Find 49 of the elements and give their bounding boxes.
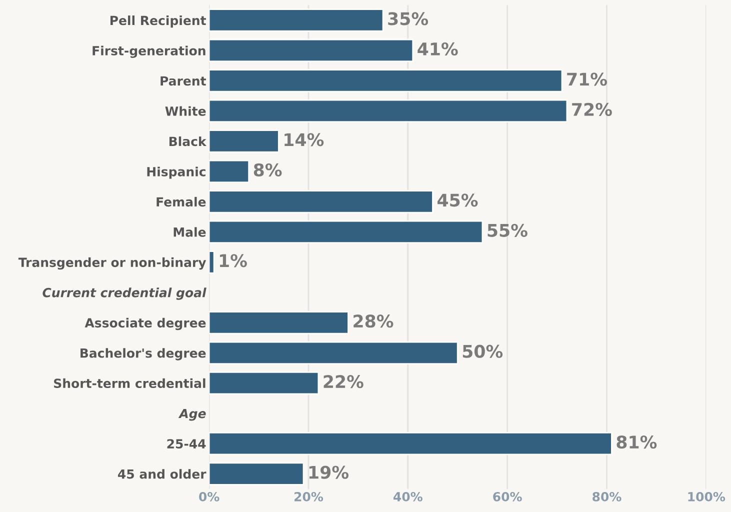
y-tick-label: Age bbox=[178, 408, 206, 421]
bar bbox=[209, 372, 320, 395]
bar bbox=[209, 69, 563, 92]
data-label: 81% bbox=[616, 436, 657, 449]
x-tick-label: 40% bbox=[394, 492, 422, 502]
data-label: 19% bbox=[309, 466, 348, 479]
y-tick-label: Current credential goal bbox=[42, 288, 206, 300]
data-label: 55% bbox=[488, 224, 528, 237]
y-tick-label: Parent bbox=[160, 76, 206, 86]
bar bbox=[209, 160, 250, 184]
y-tick-label: Pell Recipient bbox=[110, 15, 206, 28]
x-tick-label: 20% bbox=[294, 492, 324, 502]
y-tick-label: 45 and older bbox=[118, 469, 206, 479]
data-label: 22% bbox=[324, 375, 364, 388]
y-tick-label: First-generation bbox=[92, 46, 206, 58]
y-tick-label: Transgender or non-binary bbox=[18, 257, 206, 270]
bar bbox=[209, 341, 458, 364]
x-tick-label: 60% bbox=[493, 492, 522, 502]
x-tick-label: 0% bbox=[199, 492, 220, 502]
bar bbox=[209, 190, 434, 214]
y-tick-label: 25-44 bbox=[167, 439, 206, 449]
data-label: 50% bbox=[462, 344, 503, 358]
bar bbox=[209, 462, 304, 486]
y-tick-label: Female bbox=[156, 196, 206, 207]
y-tick-label: Associate degree bbox=[84, 318, 206, 330]
data-label: 41% bbox=[418, 42, 458, 56]
bar bbox=[209, 99, 568, 123]
x-tick-label: 100% bbox=[688, 492, 726, 502]
bar bbox=[209, 432, 612, 456]
bar bbox=[209, 38, 414, 62]
data-label: 72% bbox=[572, 102, 612, 116]
bar bbox=[209, 311, 349, 334]
data-label: 28% bbox=[354, 314, 394, 328]
y-tick-label: Bachelor's degree bbox=[80, 348, 206, 360]
y-tick-label: White bbox=[165, 106, 206, 116]
bar bbox=[209, 8, 384, 32]
y-tick-label: Hispanic bbox=[147, 166, 206, 179]
bar bbox=[209, 130, 280, 153]
data-label: 8% bbox=[254, 163, 282, 176]
bar bbox=[209, 220, 484, 244]
data-label: 71% bbox=[567, 72, 607, 86]
y-tick-label: Short-term credential bbox=[54, 378, 206, 388]
data-label: 45% bbox=[438, 194, 478, 207]
y-tick-label: Male bbox=[174, 227, 206, 237]
data-label: 14% bbox=[284, 133, 324, 146]
data-label: 35% bbox=[388, 12, 428, 26]
x-tick-label: 80% bbox=[592, 492, 622, 502]
data-label: 1% bbox=[220, 254, 247, 268]
y-tick-label: Black bbox=[169, 136, 207, 146]
